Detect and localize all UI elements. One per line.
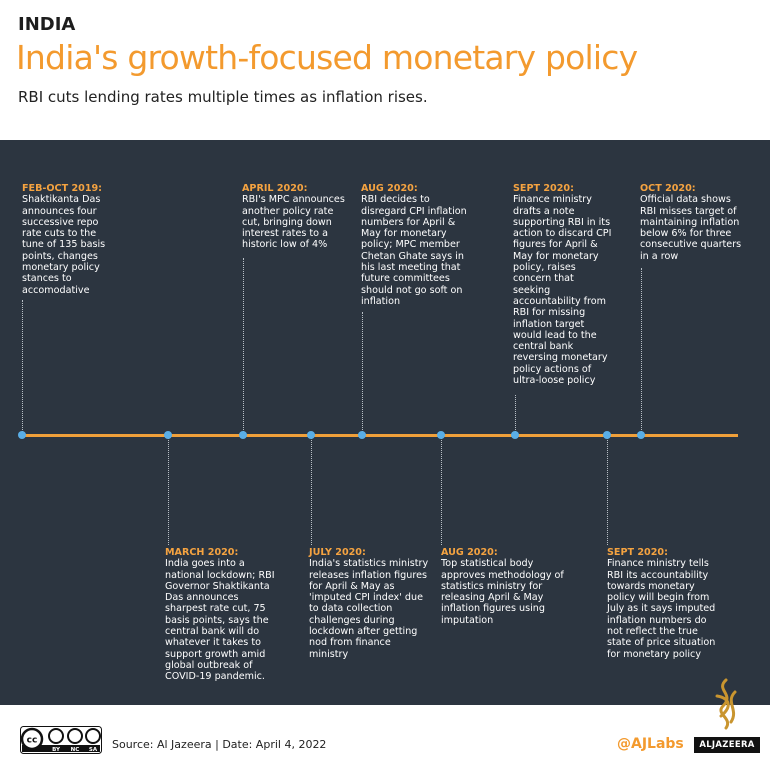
subtitle: RBI cuts lending rates multiple times as… [18,88,428,106]
title: India's growth-focused monetary policy [16,38,638,77]
connector [168,438,169,545]
connector [641,268,642,432]
brand-logo [715,678,737,730]
event-text: India's statistics ministry releases inf… [309,558,429,660]
event-text: Official data shows RBI misses target of… [640,194,742,262]
event: SEPT 2020: Finance ministry drafts a note… [513,183,613,386]
event: FEB-OCT 2019: Shaktikanta Das announces f… [22,183,114,296]
event-date: AUG 2020: [441,547,498,558]
event-date: OCT 2020: [640,183,696,194]
connector [362,312,363,432]
event-text: Shaktikanta Das announces four successiv… [22,194,106,296]
connector [22,300,23,432]
event-date: SEPT 2020: [513,183,574,194]
event-date: MARCH 2020: [165,547,239,558]
connector [243,258,244,432]
timeline-dot [358,431,366,439]
event: MARCH 2020: India goes into a national lo… [165,547,283,683]
timeline-dot [307,431,315,439]
connector [515,395,516,432]
event-text: India goes into a national lockdown; RBI… [165,558,275,683]
event-date: APRIL 2020: [242,183,308,194]
event: APRIL 2020: RBI's MPC announces another p… [242,183,354,251]
connector [311,438,312,545]
license-nc: NC [71,747,80,753]
event: AUG 2020: Top statistical body approves m… [441,547,573,626]
event-date: JULY 2020: [309,547,366,558]
timeline-dot [637,431,645,439]
timeline-dot [511,431,519,439]
event-text: Finance ministry drafts a note supportin… [513,194,612,387]
event-text: RBI decides to disregard CPI inflation n… [361,194,467,307]
event-text: RBI's MPC announces another policy rate … [242,194,345,251]
event-date: SEPT 2020: [607,547,668,558]
event: JULY 2020: India's statistics ministry re… [309,547,429,660]
license-by: BY [52,747,61,753]
handle: @AJLabs [617,736,684,752]
event: OCT 2020: Official data shows RBI misses … [640,183,748,262]
connector [607,438,608,545]
source: Source: Al Jazeera | Date: April 4, 2022 [112,738,327,751]
brand: ALJAZEERA [694,737,760,753]
event: SEPT 2020: Finance ministry tells RBI its… [607,547,725,660]
timeline-dot [239,431,247,439]
timeline-axis [22,434,738,437]
event-date: AUG 2020: [361,183,418,194]
connector [441,438,442,545]
timeline-dot [437,431,445,439]
timeline-dot [18,431,26,439]
kicker: INDIA [18,14,76,35]
license-badge: cc BY NC SA [20,726,102,754]
license-sa: SA [89,747,98,753]
event-text: Top statistical body approves methodolog… [441,558,564,626]
event: AUG 2020: RBI decides to disregard CPI in… [361,183,473,307]
license-cc: cc [27,736,38,746]
event-date: FEB-OCT 2019: [22,183,103,194]
timeline-dot [164,431,172,439]
event-text: Finance ministry tells RBI its accountab… [607,558,716,660]
timeline-dot [603,431,611,439]
